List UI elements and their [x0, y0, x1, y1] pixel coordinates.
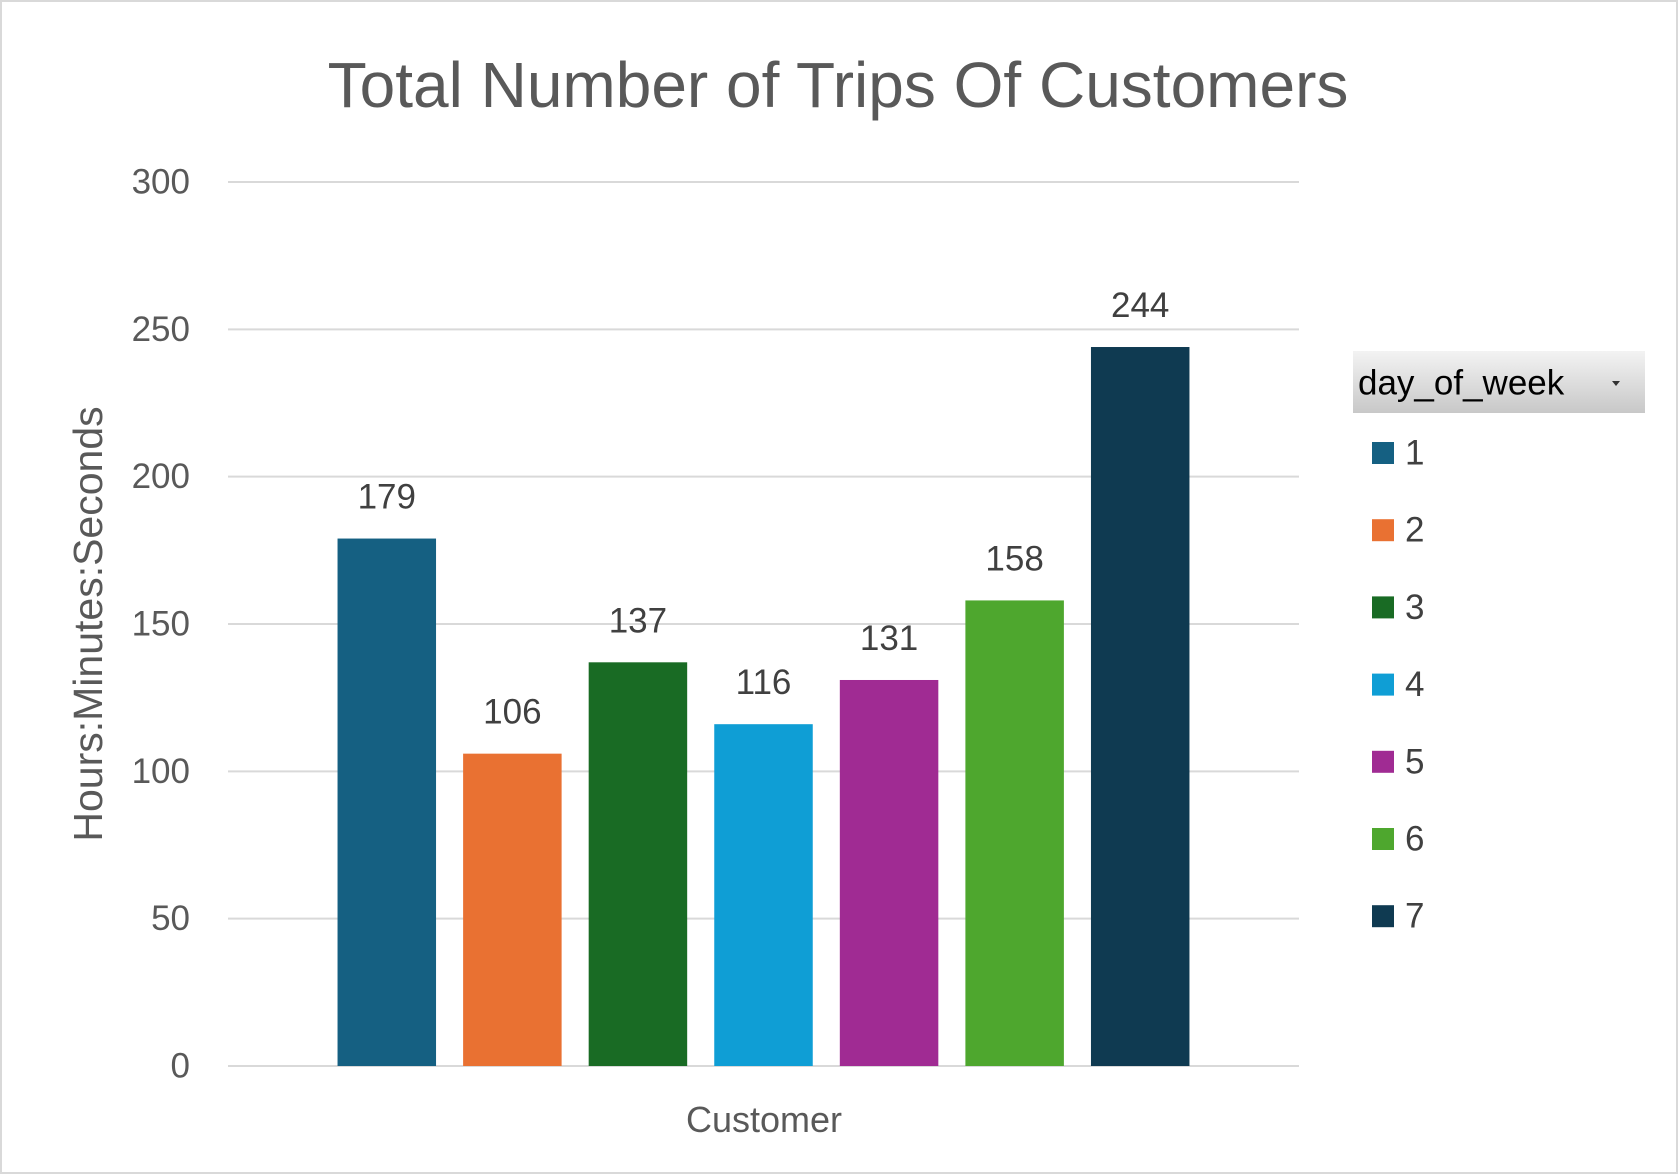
dropdown-arrow-icon[interactable] — [1612, 381, 1620, 386]
legend-item-2: 2 — [1372, 511, 1424, 550]
legend-items: 1 2 3 4 5 6 7 — [1372, 434, 1424, 936]
y-tick-label: 150 — [132, 605, 190, 644]
chart-title: Total Number of Trips Of Customers — [328, 49, 1349, 121]
bar-series-6 — [965, 600, 1064, 1066]
y-tick-label: 300 — [132, 163, 190, 202]
data-label-series-3: 137 — [609, 601, 667, 640]
y-tick-label: 50 — [151, 899, 190, 938]
legend-swatch-7 — [1372, 905, 1394, 928]
data-label-series-1: 179 — [358, 478, 416, 517]
legend-label-3: 3 — [1405, 588, 1424, 627]
legend-swatch-2 — [1372, 519, 1394, 542]
legend: day_of_week 1 2 3 4 5 6 7 — [1353, 351, 1645, 936]
bar-series-5 — [839, 679, 939, 1066]
data-labels: 179 106 137 116 131 158 244 — [358, 286, 1170, 732]
data-label-series-7: 244 — [1111, 286, 1169, 325]
data-label-series-2: 106 — [483, 693, 541, 732]
legend-swatch-1 — [1372, 442, 1394, 464]
legend-title: day_of_week — [1358, 364, 1565, 403]
y-tick-label: 250 — [132, 310, 190, 349]
y-tick-label: 200 — [132, 457, 190, 496]
legend-label-6: 6 — [1405, 820, 1424, 859]
legend-field-button-background[interactable] — [1353, 351, 1645, 413]
y-axis-tick-labels: 0 50 100 150 200 250 300 — [132, 163, 190, 1086]
legend-item-7: 7 — [1372, 897, 1424, 936]
bar-series-1 — [337, 538, 437, 1066]
bar-series-3 — [588, 662, 688, 1066]
legend-item-6: 6 — [1372, 820, 1424, 859]
legend-item-4: 4 — [1372, 665, 1424, 704]
legend-label-4: 4 — [1405, 665, 1424, 704]
legend-label-5: 5 — [1405, 742, 1424, 781]
y-tick-label: 100 — [132, 752, 190, 791]
data-label-series-6: 158 — [985, 539, 1043, 578]
data-label-series-4: 116 — [736, 663, 792, 702]
data-label-series-5: 131 — [860, 619, 918, 658]
bar-series-2 — [463, 753, 562, 1066]
legend-item-3: 3 — [1372, 588, 1424, 627]
legend-label-1: 1 — [1405, 434, 1424, 473]
legend-item-5: 5 — [1372, 742, 1424, 781]
bar-series-4 — [714, 724, 813, 1066]
legend-label-7: 7 — [1405, 897, 1424, 936]
legend-field-button[interactable]: day_of_week — [1353, 351, 1645, 413]
y-tick-label: 0 — [171, 1047, 190, 1086]
legend-swatch-5 — [1372, 750, 1394, 773]
legend-item-1: 1 — [1372, 434, 1424, 473]
y-axis-title: Hours:Minutes:Seconds — [65, 406, 111, 841]
bar-series-7 — [1090, 347, 1190, 1067]
bar-series-group — [337, 347, 1190, 1067]
legend-swatch-3 — [1372, 596, 1394, 619]
legend-label-2: 2 — [1405, 511, 1424, 550]
legend-swatch-4 — [1372, 673, 1394, 696]
legend-swatch-6 — [1372, 828, 1394, 850]
x-axis-category-label: Customer — [686, 1099, 842, 1140]
